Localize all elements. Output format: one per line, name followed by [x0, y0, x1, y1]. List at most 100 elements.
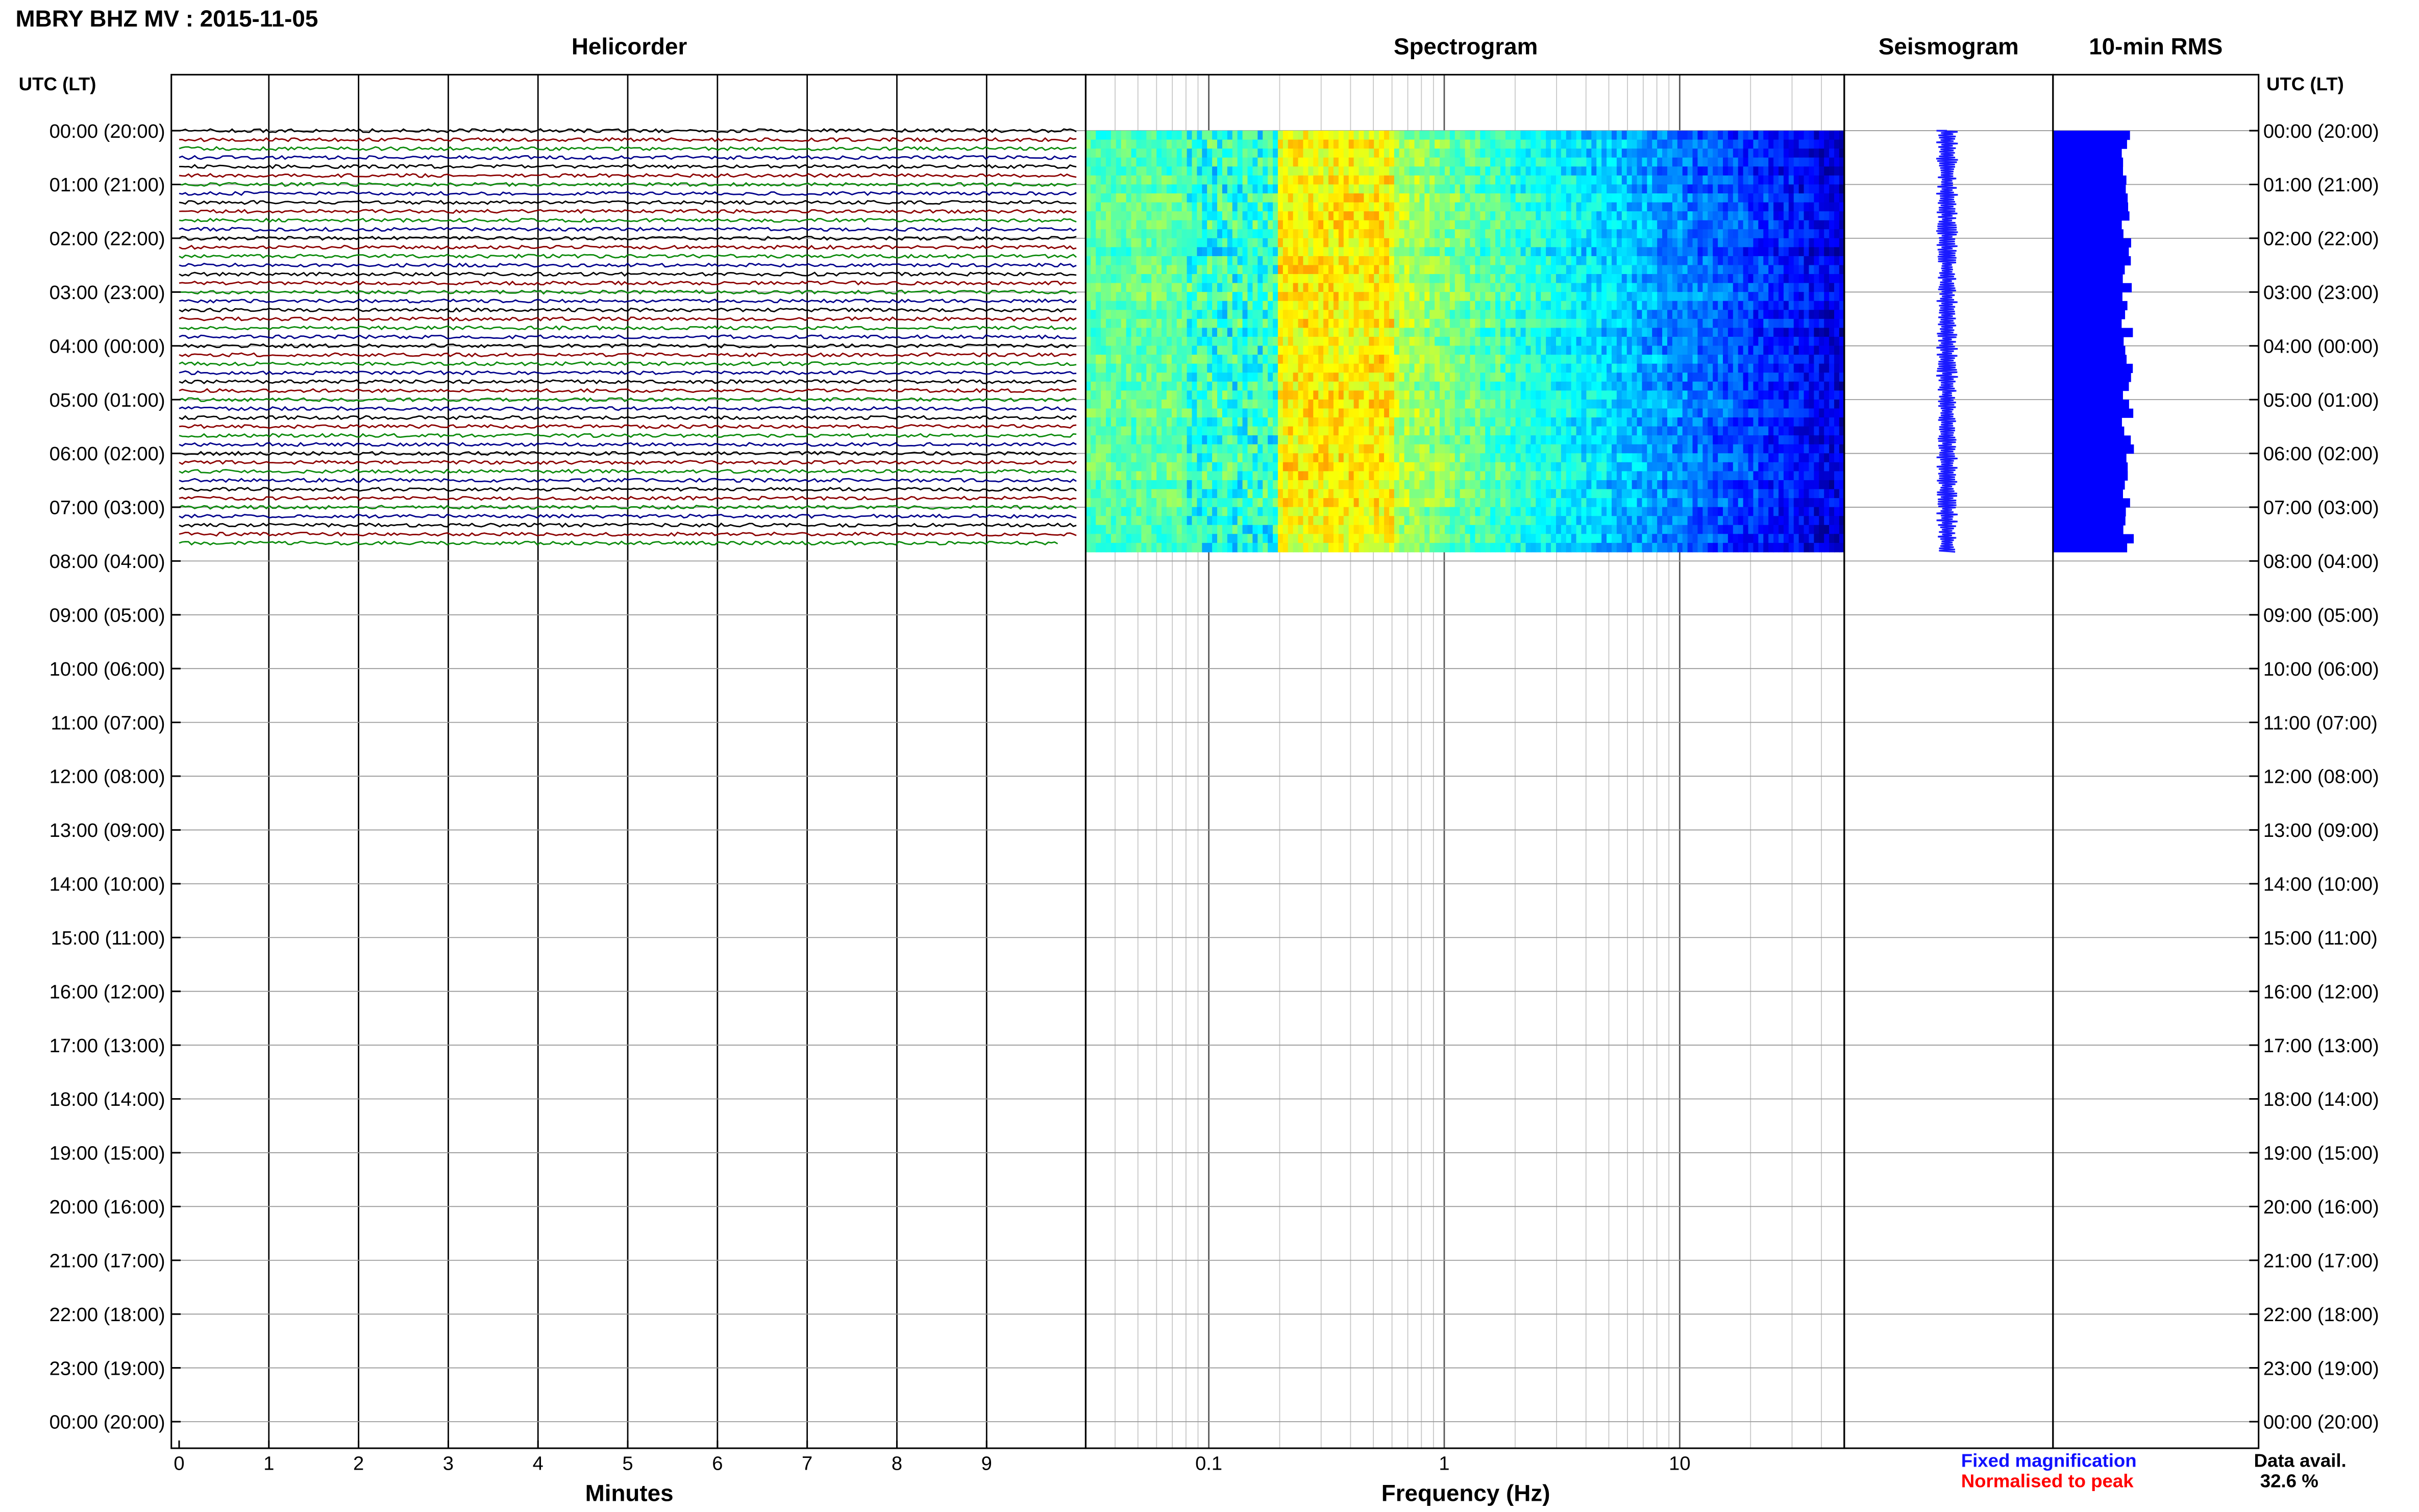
- spectrogram-cell: [1227, 202, 1233, 212]
- spectrogram-cell: [1738, 202, 1744, 212]
- spectrogram-cell: [1642, 157, 1648, 167]
- spectrogram-cell: [1546, 148, 1552, 158]
- spectrogram-cell: [1440, 310, 1446, 319]
- spectrogram-cell: [1303, 211, 1309, 221]
- spectrogram-cell: [1520, 256, 1526, 266]
- spectrogram-cell: [1647, 211, 1653, 221]
- spectrogram-cell: [1449, 202, 1455, 212]
- spectrogram-cell: [1282, 417, 1289, 427]
- spectrogram-cell: [1596, 211, 1602, 221]
- spectrogram-cell: [1611, 318, 1618, 329]
- spectrogram-cell: [1687, 336, 1693, 346]
- spectrogram-cell: [1566, 381, 1572, 391]
- spectrogram-cell: [1429, 408, 1436, 418]
- spectrogram-cell: [1551, 373, 1557, 382]
- spectrogram-cell: [1379, 345, 1385, 356]
- spectrogram-cell: [1141, 131, 1147, 140]
- spectrogram-cell: [1581, 345, 1587, 356]
- spectrogram-cell: [1697, 408, 1704, 418]
- spectrogram-cell: [1242, 417, 1248, 427]
- spectrogram-cell: [1369, 283, 1375, 293]
- spectrogram-cell: [1616, 390, 1623, 400]
- spectrogram-cell: [1662, 301, 1668, 311]
- spectrogram-cell: [1091, 408, 1097, 418]
- spectrogram-cell: [1359, 292, 1365, 302]
- spectrogram-cell: [1419, 373, 1425, 382]
- spectrogram-cell: [1465, 336, 1471, 346]
- spectrogram-cell: [1470, 355, 1476, 364]
- spectrogram-cell: [1637, 166, 1643, 176]
- spectrogram-cell: [1460, 148, 1466, 158]
- spectrogram-cell: [1520, 220, 1526, 230]
- spectrogram-cell: [1647, 390, 1653, 400]
- spectrogram-cell: [1449, 139, 1455, 150]
- spectrogram-cell: [1505, 184, 1512, 194]
- spectrogram-cell: [1596, 381, 1602, 391]
- spectrogram-cell: [1308, 265, 1314, 275]
- spectrogram-cell: [1394, 193, 1400, 203]
- spectrogram-cell: [1531, 247, 1537, 257]
- spectrogram-cell: [1328, 373, 1335, 382]
- spectrogram-cell: [1662, 229, 1668, 239]
- spectrogram-cell: [1318, 318, 1324, 329]
- spectrogram-cell: [1116, 310, 1122, 319]
- spectrogram-cell: [1212, 355, 1218, 364]
- spectrogram-cell: [1414, 390, 1420, 400]
- spectrogram-cell: [1687, 247, 1693, 257]
- spectrogram-cell: [1829, 381, 1835, 391]
- spectrogram-cell: [1323, 157, 1329, 167]
- spectrogram-cell: [1591, 345, 1597, 356]
- spectrogram-cell: [1520, 408, 1526, 418]
- spectrogram-cell: [1242, 355, 1248, 364]
- spectrogram-cell: [1637, 318, 1643, 329]
- spectrogram-cell: [1490, 355, 1496, 364]
- spectrogram-cell: [1763, 345, 1769, 356]
- spectrogram-cell: [1763, 274, 1769, 284]
- spectrogram-cell: [1546, 157, 1552, 167]
- spectrogram-cell: [1106, 310, 1112, 319]
- spectrogram-cell: [1151, 175, 1157, 185]
- spectrogram-cell: [1566, 301, 1572, 311]
- spectrogram-cell: [1758, 328, 1764, 337]
- spectrogram-cell: [1359, 274, 1365, 284]
- spectrogram-cell: [1753, 336, 1759, 346]
- spectrogram-cell: [1677, 301, 1683, 311]
- spectrogram-cell: [1758, 139, 1764, 150]
- spectrogram-cell: [1697, 131, 1704, 140]
- spectrogram-cell: [1141, 417, 1147, 427]
- spectrogram-cell: [1096, 274, 1102, 284]
- spectrogram-cell: [1277, 202, 1284, 212]
- spectrogram-cell: [1288, 256, 1294, 266]
- spectrogram-cell: [1839, 202, 1845, 212]
- spectrogram-cell: [1642, 193, 1648, 203]
- spectrogram-cell: [1824, 283, 1830, 293]
- spectrogram-cell: [1814, 166, 1820, 176]
- spectrogram-cell: [1328, 202, 1335, 212]
- spectrogram-cell: [1682, 301, 1688, 311]
- spectrogram-cell: [1268, 399, 1274, 409]
- spectrogram-cell: [1141, 139, 1147, 150]
- spectrogram-cell: [1156, 211, 1163, 221]
- spectrogram-cell: [1596, 390, 1602, 400]
- spectrogram-cell: [1374, 202, 1380, 212]
- spectrogram-cell: [1293, 283, 1299, 293]
- spectrogram-cell: [1687, 318, 1693, 329]
- spectrogram-cell: [1692, 328, 1698, 337]
- spectrogram-cell: [1637, 247, 1643, 257]
- spectrogram-cell: [1263, 381, 1269, 391]
- spectrogram-cell: [1141, 373, 1147, 382]
- spectrogram-cell: [1804, 318, 1810, 329]
- spectrogram-cell: [1277, 238, 1284, 248]
- spectrogram-cell: [1657, 220, 1663, 230]
- spectrogram-cell: [1313, 211, 1319, 221]
- spectrogram-cell: [1758, 336, 1764, 346]
- spectrogram-cell: [1616, 301, 1623, 311]
- spectrogram-cell: [1697, 256, 1704, 266]
- spectrogram-cell: [1359, 166, 1365, 176]
- spectrogram-cell: [1697, 328, 1704, 337]
- spectrogram-cell: [1374, 318, 1380, 329]
- spectrogram-cell: [1824, 408, 1830, 418]
- spectrogram-cell: [1202, 175, 1208, 185]
- spectrogram-cell: [1429, 193, 1436, 203]
